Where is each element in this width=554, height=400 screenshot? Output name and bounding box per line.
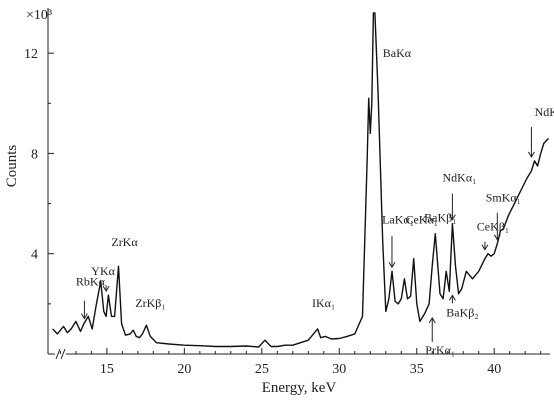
y-axis-label: Counts [4, 145, 20, 188]
y-tick-label: 8 [31, 147, 38, 162]
peak-arrowhead [448, 294, 456, 301]
x-tick-label: 40 [487, 362, 501, 377]
peak-label: BaKβ₂ [446, 305, 478, 319]
peak-arrowhead [102, 285, 110, 293]
peak-label: SmKα₁ [486, 191, 521, 205]
peak-label: LaKα₁ [382, 212, 414, 226]
spectrum-series-line [52, 12, 550, 348]
y-tick-label: 12 [24, 47, 38, 62]
peak-label: BaKα [383, 46, 412, 60]
x-tick-label: 20 [177, 362, 191, 377]
y-tick-label: 4 [31, 248, 38, 263]
peak-label: PrKα₁ [425, 343, 455, 357]
y-multiplier-label: ×10³ [26, 8, 52, 23]
peak-arrowhead [481, 244, 489, 251]
y-ticks: 4 8 12 [24, 47, 54, 305]
peak-arrowhead [388, 262, 396, 269]
peak-arrowhead [527, 151, 535, 158]
peak-arrowhead [428, 316, 436, 324]
peak-arrowhead [493, 234, 501, 241]
peak-arrowhead [80, 313, 88, 320]
peak-label: ZrKα [111, 235, 138, 249]
peak-label: ZrKβ₁ [135, 296, 165, 310]
x-tick-label: 15 [100, 362, 114, 377]
peak-label: YKα [91, 264, 115, 278]
axis-break-mark [55, 348, 66, 360]
peak-label: NdKα₁ [442, 171, 476, 185]
peak-label: CeKα₁ [405, 213, 437, 227]
x-ticks: 15 20 25 30 35 40 [59, 348, 542, 377]
peak-label: NdKβ₁ [535, 105, 554, 119]
x-tick-label: 25 [255, 362, 269, 377]
x-tick-label: 30 [332, 362, 346, 377]
peak-label: RbKα [76, 275, 106, 289]
peak-label: CeKβ₁ [477, 220, 509, 234]
x-tick-label: 35 [410, 362, 424, 377]
x-axis-label: Energy, keV [262, 380, 337, 396]
peak-label: IKα₁ [312, 296, 335, 310]
peak-arrowhead [448, 214, 456, 221]
peak-label: BaKβ₁ [424, 211, 456, 225]
